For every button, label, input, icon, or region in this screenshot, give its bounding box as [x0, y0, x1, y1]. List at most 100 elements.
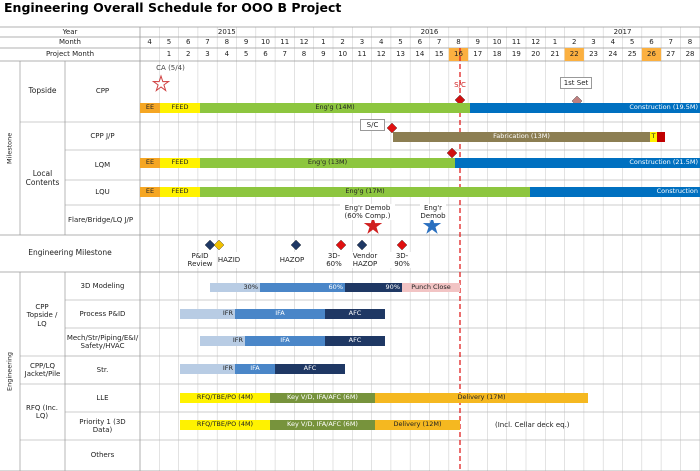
row-label: LQU	[95, 188, 110, 197]
row-label: 3D Modeling	[80, 281, 125, 290]
project-month: 18	[492, 50, 502, 59]
group-label: Local Contents	[25, 168, 60, 187]
bar: IFA	[245, 336, 325, 346]
project-month: 2	[186, 50, 191, 59]
month: 6	[417, 38, 423, 47]
month: 6	[186, 38, 191, 47]
milestone-label: HAZID	[218, 252, 240, 268]
project-month: 1	[166, 50, 172, 59]
bar: Eng'g (17M)	[200, 187, 530, 197]
row-label: CPP J/P	[90, 131, 115, 140]
group-label: CPP Topside / LQ	[26, 303, 58, 328]
project-month: 12	[376, 50, 386, 59]
bar: 90%	[345, 283, 402, 292]
project-month: 19	[511, 50, 521, 59]
note: S/C	[360, 119, 385, 131]
project-month: 17	[473, 50, 483, 59]
diamond	[213, 239, 225, 251]
bar: IFR	[200, 336, 245, 346]
bar: Key V/D, IFA/AFC (6M)	[270, 420, 375, 430]
bar: FEED	[160, 158, 200, 168]
note: CA (5/4)	[156, 63, 185, 72]
month: 5	[398, 38, 403, 47]
month: 11	[280, 38, 290, 47]
bar: Fabrication (13M)	[393, 132, 650, 142]
year: 2017	[613, 27, 632, 36]
bar: IFA	[235, 309, 325, 319]
highlight-cell	[641, 48, 662, 61]
milestone-label: Vendor HAZOP	[352, 251, 378, 268]
project-month: 6	[263, 50, 268, 59]
bar: Punch Close	[402, 283, 460, 292]
group-label: CPP/LQ Jacket/Pile	[24, 361, 61, 378]
row-label: Process P&ID	[79, 309, 126, 318]
project-month: 28	[685, 50, 695, 59]
project-month: 4	[224, 50, 230, 59]
row-label: LQM	[94, 160, 111, 169]
project-month: 15	[434, 50, 444, 59]
bar: Delivery (17M)	[375, 393, 588, 403]
diamond	[356, 239, 368, 251]
note: Eng'r Demob (60% Comp.)	[340, 204, 395, 220]
row-label: Priority 1 (3D Data)	[79, 417, 126, 434]
bar: AFC	[325, 309, 385, 319]
month: 11	[511, 38, 521, 47]
diamond	[386, 122, 398, 134]
project-month: 20	[531, 50, 541, 59]
month-label: Month	[59, 38, 81, 47]
section-label: Milestone	[5, 132, 14, 164]
bar: AFC	[325, 336, 385, 346]
bar: Construction (21.5M)	[455, 158, 700, 168]
bar: Key V/D, IFA/AFC (6M)	[270, 393, 375, 403]
milestone-label: HAZOP	[280, 252, 304, 268]
month: 3	[591, 38, 596, 47]
project-month: 26	[646, 50, 656, 59]
milestone-label: 3D-90%	[390, 252, 414, 268]
project-month: 23	[589, 50, 598, 59]
bar: 30%	[210, 283, 260, 292]
note: (Incl. Cellar deck eq.)	[495, 420, 570, 429]
project-month: 11	[357, 50, 367, 59]
row-label: Others	[90, 451, 115, 460]
month: 9	[243, 38, 249, 47]
title: Engineering Overall Schedule for OOO B P…	[4, 0, 342, 15]
month: 10	[260, 38, 270, 47]
month: 4	[147, 38, 152, 47]
note: S/C	[454, 80, 466, 89]
bar: IFR	[180, 364, 235, 374]
month: 12	[299, 38, 309, 47]
project-month: 8	[301, 50, 307, 59]
bar-end	[657, 132, 665, 142]
month: 1	[321, 38, 326, 47]
bar: EE	[140, 158, 160, 168]
project-month: 13	[396, 50, 405, 59]
row-label: Flare/Bridge/LQ J/P	[68, 215, 134, 224]
row-label: Engineering Milestone	[28, 248, 112, 258]
bar: 60%	[260, 283, 345, 292]
project-month: 10	[338, 50, 348, 59]
project-month-label: Project Month	[45, 50, 95, 59]
year: 2016	[420, 27, 439, 36]
milestone-label: 3D-60%	[322, 252, 346, 268]
bar: RFQ/TBE/PO (4M)	[180, 393, 270, 403]
row-label: LLE	[96, 393, 109, 402]
diamond	[204, 239, 216, 251]
month: 8	[687, 38, 693, 47]
note: Eng'r Demob	[420, 203, 446, 220]
month: 2	[572, 38, 577, 47]
row-label: Str.	[96, 365, 109, 374]
bar: FEED	[160, 103, 200, 113]
bar: AFC	[275, 364, 345, 374]
month: 5	[629, 38, 635, 47]
project-month: 27	[666, 50, 676, 59]
milestone-label: P&ID Review	[187, 251, 213, 268]
section-label: Engineering	[5, 352, 14, 391]
month: 7	[205, 38, 210, 47]
month: 9	[475, 38, 480, 47]
year: 2015	[217, 27, 236, 36]
bar: T	[650, 132, 657, 142]
project-month: 3	[205, 50, 210, 59]
project-month: 5	[243, 50, 249, 59]
month: 7	[436, 38, 442, 47]
